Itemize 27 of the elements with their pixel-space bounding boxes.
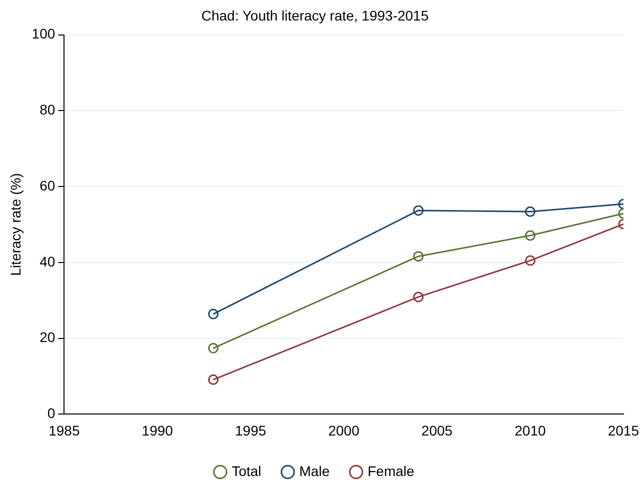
point (208, 374, 219, 385)
x-tick-label: 2010 (514, 422, 546, 438)
point (413, 205, 424, 216)
point (413, 251, 424, 262)
y-tick-label: 40 (40, 253, 56, 270)
y-tick-label: 20 (40, 329, 56, 346)
x-tick-label: 2015 (608, 422, 640, 438)
x-tick-label: 1995 (235, 422, 266, 438)
x-tick-label: 1985 (48, 422, 80, 438)
y-axis-title: Literacy rate (%) (7, 173, 24, 276)
y-tick-label: 100 (32, 26, 56, 42)
point (208, 342, 219, 354)
point (524, 206, 536, 217)
y-tick-label: 0 (47, 405, 56, 422)
point (413, 292, 424, 302)
x-tick-label: 1990 (142, 422, 174, 438)
legend-label: Male (299, 462, 330, 479)
point (208, 308, 219, 320)
y-tick-label: 80 (40, 102, 56, 118)
point (524, 255, 536, 266)
chart-title: Chad: Youth literacy rate, 1993-2015 (201, 7, 429, 24)
x-tick-label: 2005 (421, 422, 453, 438)
point (524, 230, 536, 241)
legend-label: Female (368, 462, 415, 479)
x-tick-label: 2000 (328, 422, 360, 438)
y-tick-label: 60 (40, 177, 56, 194)
legend-label: Total (232, 462, 262, 479)
